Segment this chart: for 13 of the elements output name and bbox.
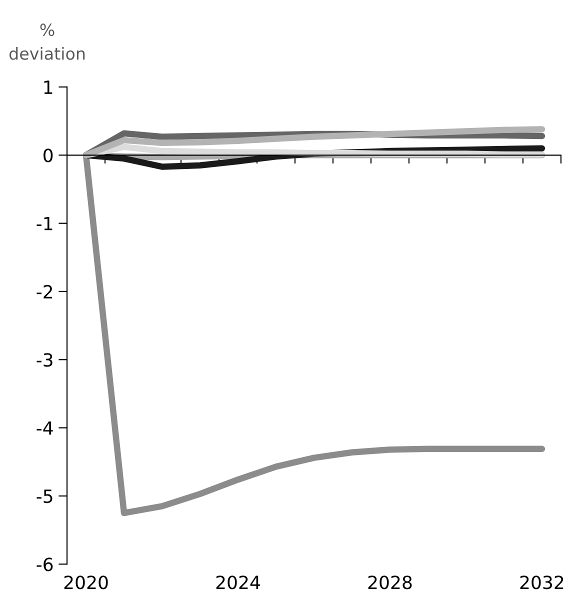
y-tick-label: -1 xyxy=(36,217,52,230)
y-axis-title: % deviation xyxy=(9,24,85,60)
y-tick-label: -3 xyxy=(36,353,52,367)
y-tick-label: -2 xyxy=(36,284,52,298)
x-tick-label: 2020 xyxy=(64,576,108,590)
y-tick-label: 0 xyxy=(44,148,53,162)
x-tick-label: 2028 xyxy=(368,576,412,590)
x-tick-label: 2024 xyxy=(216,576,260,590)
y-tick-label: -4 xyxy=(36,422,53,435)
y-tick-label: -6 xyxy=(36,558,53,572)
y-tick-label: 1 xyxy=(44,80,52,94)
y-tick-label: -5 xyxy=(36,490,52,504)
x-tick-label: 2032 xyxy=(520,576,564,590)
